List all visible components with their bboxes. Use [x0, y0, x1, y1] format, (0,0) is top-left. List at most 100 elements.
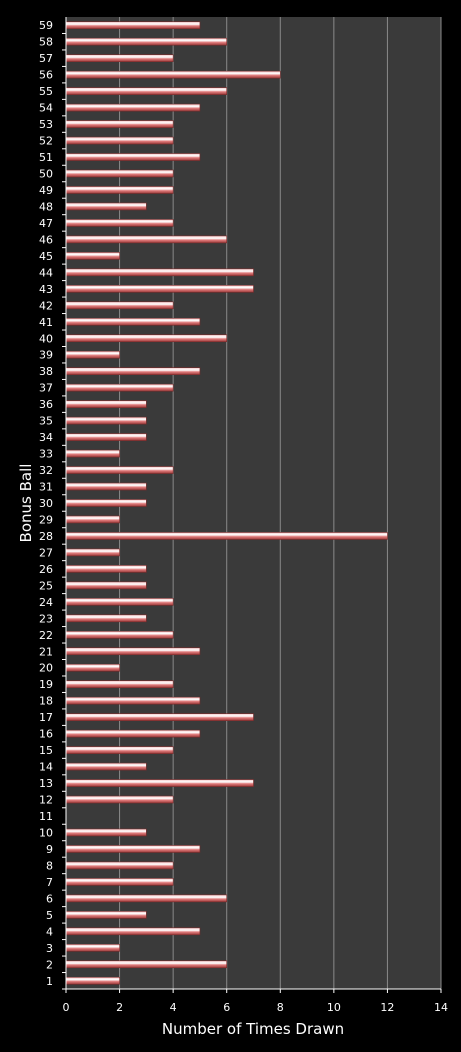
y-tick-label: 30 — [39, 497, 53, 510]
x-tick-label: 4 — [170, 1001, 177, 1014]
y-tick-label: 57 — [39, 52, 53, 65]
bar-35 — [65, 416, 147, 425]
y-tick-label: 16 — [39, 728, 53, 741]
bar-59 — [65, 21, 201, 30]
bar-52 — [65, 136, 174, 145]
bar-5 — [65, 911, 147, 919]
y-tick-label: 59 — [39, 19, 53, 32]
y-tick-label: 55 — [39, 85, 53, 98]
y-tick-label: 7 — [46, 876, 53, 889]
y-tick-label: 19 — [39, 678, 53, 691]
x-tick-label: 2 — [116, 1001, 123, 1014]
y-tick-label: 42 — [39, 299, 53, 312]
bar-21 — [65, 647, 201, 656]
bar-26 — [65, 565, 147, 573]
bar-1 — [65, 976, 120, 985]
y-tick-label: 45 — [39, 250, 53, 263]
bar-23 — [65, 614, 147, 623]
y-tick-label: 26 — [39, 563, 53, 576]
bar-8 — [65, 861, 174, 870]
y-tick-label: 9 — [46, 843, 53, 856]
bar-58 — [65, 37, 228, 46]
bar-36 — [65, 400, 147, 408]
bar-49 — [65, 186, 174, 194]
y-tick-label: 50 — [39, 168, 53, 181]
bar-27 — [65, 548, 120, 557]
y-tick-label: 23 — [39, 612, 53, 625]
y-tick-label: 25 — [39, 579, 53, 592]
bar-48 — [65, 202, 147, 211]
y-tick-label: 1 — [46, 975, 53, 988]
bar-13 — [65, 779, 254, 787]
y-tick-label: 48 — [39, 200, 53, 213]
bar-28 — [65, 532, 388, 540]
y-tick-label: 31 — [39, 481, 53, 494]
bar-3 — [65, 944, 120, 952]
y-tick-label: 5 — [46, 909, 53, 922]
bar-41 — [65, 317, 201, 326]
bar-4 — [65, 927, 201, 936]
y-tick-label: 37 — [39, 382, 53, 395]
y-tick-label: 56 — [39, 69, 53, 82]
bar-29 — [65, 515, 120, 524]
y-tick-label: 52 — [39, 135, 53, 148]
x-tick-label: 14 — [434, 1001, 448, 1014]
bar-31 — [65, 482, 147, 491]
bar-6 — [65, 894, 228, 903]
y-tick-label: 43 — [39, 283, 53, 296]
bar-51 — [65, 153, 201, 161]
y-tick-label: 8 — [46, 859, 53, 872]
y-tick-label: 47 — [39, 217, 53, 230]
y-tick-label: 29 — [39, 513, 53, 526]
y-tick-label: 58 — [39, 36, 53, 49]
y-tick-label: 28 — [39, 530, 53, 543]
x-tick-label: 12 — [380, 1001, 394, 1014]
y-tick-label: 32 — [39, 464, 53, 477]
y-tick-label: 18 — [39, 695, 53, 708]
bar-10 — [65, 828, 147, 837]
y-tick-label: 13 — [39, 777, 53, 790]
y-tick-label: 39 — [39, 349, 53, 362]
bar-42 — [65, 301, 174, 310]
bar-18 — [65, 696, 201, 705]
x-tick-label: 0 — [63, 1001, 70, 1014]
bar-50 — [65, 169, 174, 178]
y-tick-label: 54 — [39, 102, 53, 115]
y-tick-label: 35 — [39, 415, 53, 428]
bar-45 — [65, 252, 120, 260]
bar-37 — [65, 383, 174, 392]
y-tick-label: 17 — [39, 711, 53, 724]
y-tick-label: 24 — [39, 596, 53, 609]
y-tick-label: 3 — [46, 942, 53, 955]
x-axis-title: Number of Times Drawn — [162, 1020, 344, 1038]
y-tick-label: 10 — [39, 826, 53, 839]
bar-25 — [65, 581, 147, 590]
bar-57 — [65, 54, 174, 62]
bar-55 — [65, 87, 228, 95]
bar-44 — [65, 268, 254, 277]
x-tick-label: 6 — [223, 1001, 230, 1014]
y-tick-labels: 1234567891011121314151617181920212223242… — [39, 19, 66, 990]
y-tick-label: 14 — [39, 761, 53, 774]
bar-56 — [65, 70, 281, 79]
y-tick-label: 4 — [46, 925, 53, 938]
y-tick-label: 34 — [39, 431, 53, 444]
y-axis-title: Bonus Ball — [17, 464, 35, 543]
x-tick-label: 10 — [327, 1001, 341, 1014]
bar-7 — [65, 878, 174, 886]
bar-53 — [65, 120, 174, 128]
bar-17 — [65, 713, 254, 721]
y-tick-label: 41 — [39, 316, 53, 329]
x-tick-label: 8 — [277, 1001, 284, 1014]
bar-14 — [65, 762, 147, 771]
bar-32 — [65, 466, 174, 474]
y-tick-label: 49 — [39, 184, 53, 197]
bars — [65, 21, 388, 985]
y-tick-label: 53 — [39, 118, 53, 131]
y-tick-label: 38 — [39, 365, 53, 378]
bar-12 — [65, 795, 174, 804]
bar-15 — [65, 746, 174, 754]
y-tick-label: 22 — [39, 629, 53, 642]
bar-30 — [65, 499, 147, 507]
